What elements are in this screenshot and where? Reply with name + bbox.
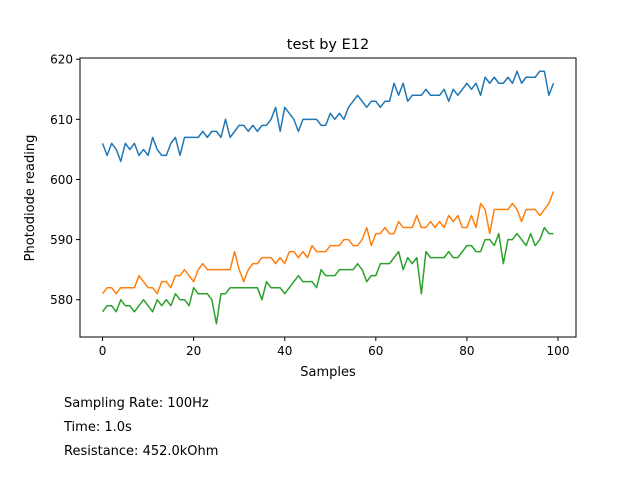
x-tick-label: 20: [186, 344, 201, 358]
series-layer: [101, 70, 555, 325]
sampling-rate-text: Sampling Rate: 100Hz: [64, 396, 209, 411]
x-axis: 0 20 40 60 80 100: [99, 337, 570, 358]
x-tick-label: 80: [459, 344, 474, 358]
y-axis-label: Photodiode reading: [23, 135, 38, 262]
series-line-2: [101, 191, 555, 295]
y-tick-label: 580: [50, 293, 73, 307]
x-tick-label: 40: [277, 344, 292, 358]
resistance-text: Resistance: 452.0kOhm: [64, 444, 219, 459]
x-axis-label: Samples: [300, 365, 356, 380]
series-line-3: [101, 226, 554, 325]
y-tick-label: 620: [50, 53, 73, 67]
x-tick-label: 0: [99, 344, 107, 358]
series-line-1: [101, 70, 555, 163]
x-tick-label: 60: [368, 344, 383, 358]
y-tick-label: 590: [50, 233, 73, 247]
time-text: Time: 1.0s: [64, 420, 132, 435]
y-axis: 580 590 600 610 620: [50, 53, 80, 307]
y-tick-label: 600: [50, 173, 73, 187]
x-tick-label: 100: [547, 344, 570, 358]
chart-title: test by E12: [287, 37, 369, 53]
y-tick-label: 610: [50, 113, 73, 127]
plot-frame: [79, 57, 577, 338]
